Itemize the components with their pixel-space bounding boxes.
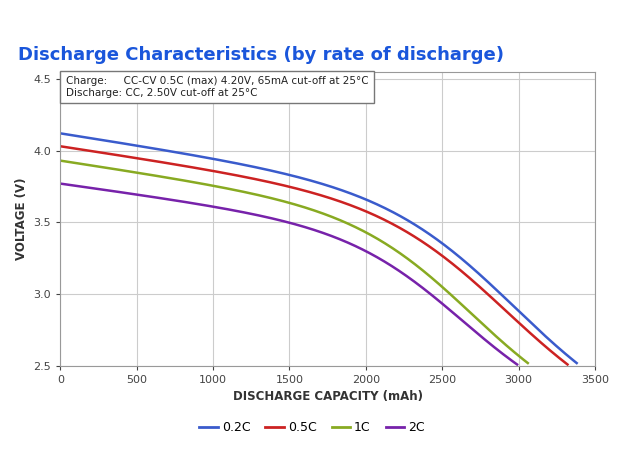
Text: Discharge Characteristics (by rate of discharge): Discharge Characteristics (by rate of di… — [17, 46, 504, 64]
Y-axis label: VOLTAGE (V): VOLTAGE (V) — [15, 177, 28, 260]
X-axis label: DISCHARGE CAPACITY (mAh): DISCHARGE CAPACITY (mAh) — [233, 391, 422, 404]
Text: Charge:     CC-CV 0.5C (max) 4.20V, 65mA cut-off at 25°C
Discharge: CC, 2.50V cu: Charge: CC-CV 0.5C (max) 4.20V, 65mA cut… — [66, 76, 368, 98]
Legend: 0.2C, 0.5C, 1C, 2C: 0.2C, 0.5C, 1C, 2C — [194, 416, 430, 439]
